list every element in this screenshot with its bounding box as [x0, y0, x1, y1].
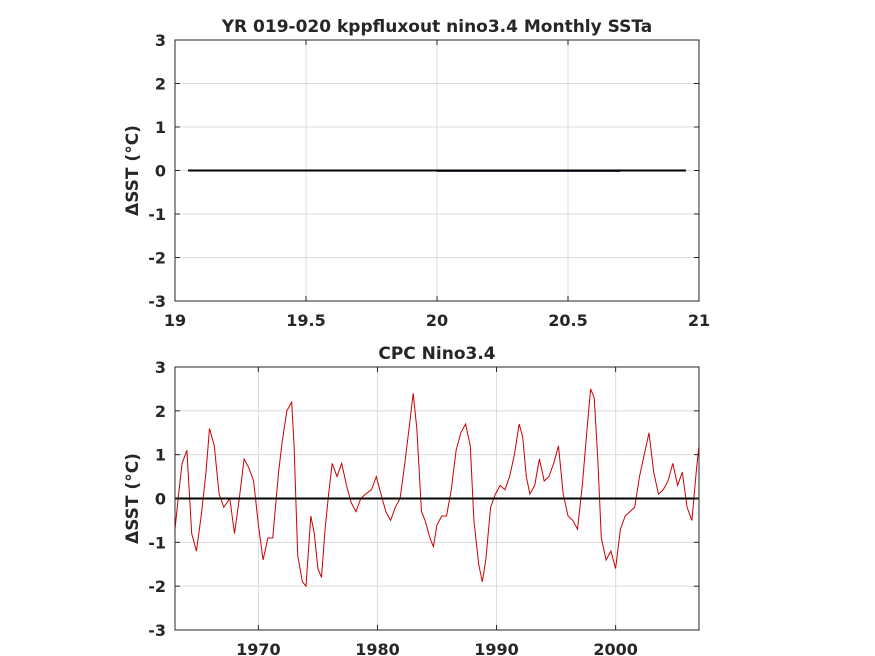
x-tick-label: 1980 [355, 640, 400, 656]
x-tick-label: 19.5 [286, 311, 325, 330]
y-tick-label: 3 [155, 358, 166, 377]
y-tick-label: -3 [148, 621, 166, 640]
y-tick-label: 1 [155, 118, 166, 137]
y-tick-label: 2 [155, 402, 166, 421]
y-tick-label: 2 [155, 75, 166, 94]
x-tick-label: 1970 [236, 640, 281, 656]
y-tick-label: -1 [148, 533, 166, 552]
y-tick-label: -3 [148, 292, 166, 311]
x-tick-label: 2000 [593, 640, 638, 656]
y-axis-label: ΔSST (°C) [123, 453, 143, 544]
chart-title: CPC Nino3.4 [378, 344, 495, 364]
y-tick-label: -2 [148, 249, 166, 268]
y-tick-label: -2 [148, 577, 166, 596]
y-tick-label: 0 [155, 490, 166, 509]
y-tick-label: -1 [148, 205, 166, 224]
chart-2: 1970 1980 1990 2000 -3 -2 -1 0 1 2 3 CPC Nino3.4 ΔSS… [123, 344, 700, 656]
y-tick-label: 1 [155, 446, 166, 465]
x-tick-label: 20.5 [548, 311, 587, 330]
y-tick-label: 3 [155, 31, 166, 50]
y-tick-label: 0 [155, 162, 166, 181]
y-axis-label: ΔSST (°C) [123, 125, 143, 216]
x-tick-label: 20 [426, 311, 448, 330]
x-tick-label: 1990 [474, 640, 519, 656]
chart-1: 19 19.5 20 20.5 21 -3 -2 -1 0 1 2 3 YR 019-020 kppfl… [123, 17, 710, 330]
x-tick-label: 21 [688, 311, 710, 330]
x-tick-label: 19 [164, 311, 186, 330]
chart-title: YR 019-020 kppfluxout nino3.4 Monthly SS… [221, 17, 653, 37]
series-line [175, 388, 699, 588]
